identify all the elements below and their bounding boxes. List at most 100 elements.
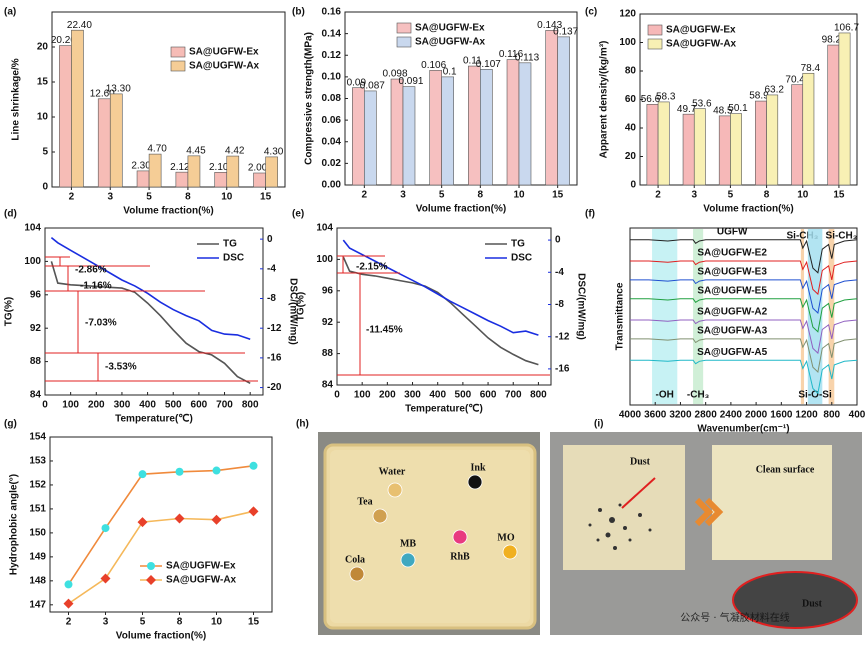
legend-swatch <box>396 22 412 34</box>
collected-dust <box>732 571 858 629</box>
value-label: 0.098 <box>382 69 407 80</box>
bar <box>364 90 377 186</box>
y-tick-label: 20 <box>37 42 49 53</box>
y-tick-label: 0.14 <box>322 28 342 39</box>
legend-label: DSC <box>223 253 244 264</box>
photo-label: Dust <box>630 456 651 467</box>
legend-marker <box>147 562 155 570</box>
y-tick-label: 92 <box>322 317 334 328</box>
bar <box>402 86 416 186</box>
x-tick-label: 8 <box>177 617 183 628</box>
y-tick-label: 154 <box>29 432 46 443</box>
legend-label: DSC <box>511 253 532 264</box>
marker <box>137 517 148 528</box>
marker <box>100 573 111 584</box>
panel-label: (e) <box>292 209 304 220</box>
x-tick-label: 400 <box>139 400 156 411</box>
bar <box>755 100 767 186</box>
bar <box>352 87 365 186</box>
y-tick-label: 60 <box>625 94 637 105</box>
annotation: -2.15% <box>356 262 388 273</box>
marker <box>211 514 222 525</box>
panel-label: (h) <box>296 419 309 430</box>
series-label: SA@UGFW-E2 <box>697 248 767 259</box>
y2-tick-label: -8 <box>267 293 276 304</box>
droplet <box>387 482 403 498</box>
series-label: SA@UGFW-A2 <box>697 307 768 318</box>
value-label: 0.11 <box>463 56 482 67</box>
y-tick-label: 152 <box>29 480 46 491</box>
legend-swatch <box>396 36 412 48</box>
y-tick-label: 84 <box>30 390 42 401</box>
value-label: 2.30 <box>131 161 151 172</box>
x-tick-label: 500 <box>455 390 472 401</box>
legend-label: SA@UGFW-Ax <box>666 39 737 50</box>
watermark: 公众号 · 气凝胶材料在线 <box>680 611 790 624</box>
y-axis-label: Apparent density/(kg/m³) <box>599 41 610 159</box>
bar <box>693 108 706 186</box>
droplet-label: RhB <box>450 551 470 562</box>
y-tick-label: 0.16 <box>322 7 342 18</box>
bar <box>97 98 111 188</box>
value-label: 98.2 <box>822 35 842 46</box>
value-label: 63.2 <box>764 85 784 96</box>
y-tick-label: 148 <box>29 575 46 586</box>
plot-frame <box>336 227 552 386</box>
series-line <box>630 239 858 274</box>
bar <box>148 153 162 188</box>
x-tick-label: 3 <box>691 190 697 201</box>
x-tick-label: 4000 <box>619 410 642 421</box>
bar <box>766 94 779 186</box>
y-tick-label: 120 <box>619 9 636 20</box>
x-tick-label: 15 <box>552 190 564 201</box>
bar <box>214 172 228 188</box>
value-label: 4.30 <box>264 147 284 158</box>
y-tick-label: 104 <box>316 223 333 234</box>
series-line <box>342 256 539 366</box>
bar <box>802 72 815 186</box>
droplet-label: Cola <box>345 554 365 565</box>
y-axis-label: Line shrinkage/% <box>11 58 22 140</box>
x-tick-label: 300 <box>404 390 421 401</box>
bar <box>545 30 558 186</box>
droplet <box>372 508 388 524</box>
x-tick-label: 300 <box>114 400 131 411</box>
bar <box>646 104 659 186</box>
x-tick-label: 100 <box>354 390 371 401</box>
value-label: 4.45 <box>186 145 206 156</box>
y-tick-label: 40 <box>625 123 637 134</box>
x-axis-label: Volume fraction(%) <box>416 204 506 215</box>
y-tick-label: 151 <box>29 504 46 515</box>
x-tick-label: 5 <box>140 617 146 628</box>
band-label: Si-CH₃ <box>787 231 819 242</box>
y2-tick-label: -12 <box>267 323 282 334</box>
bar <box>730 113 742 186</box>
x-tick-label: 8 <box>764 190 770 201</box>
x-tick-label: 800 <box>242 400 259 411</box>
panel-label: (b) <box>292 7 305 18</box>
x-axis-label: Volume fraction(%) <box>123 206 213 217</box>
bar <box>136 170 150 188</box>
series-line <box>630 279 858 315</box>
panel-label: (i) <box>594 419 603 430</box>
legend-swatch <box>647 38 663 50</box>
bar <box>187 155 201 188</box>
y-tick-label: 5 <box>42 147 48 158</box>
x-tick-label: 3600 <box>644 410 667 421</box>
droplet <box>452 529 468 545</box>
band <box>652 229 678 404</box>
value-label: 0.09 <box>347 77 367 88</box>
legend-label: SA@UGFW-Ex <box>166 561 236 572</box>
y2-tick-label: -20 <box>267 382 282 393</box>
droplet-label: Ink <box>470 462 485 473</box>
series-line <box>342 239 539 336</box>
x-axis-label: Volume fraction(%) <box>703 204 793 215</box>
y-axis-label: Compressive strength(MPa) <box>304 32 315 165</box>
value-label: 22.40 <box>67 20 92 31</box>
y-tick-label: 0.08 <box>322 93 342 104</box>
bar <box>109 93 123 188</box>
bar <box>682 113 695 186</box>
legend-marker <box>146 575 156 585</box>
bar <box>557 36 570 186</box>
